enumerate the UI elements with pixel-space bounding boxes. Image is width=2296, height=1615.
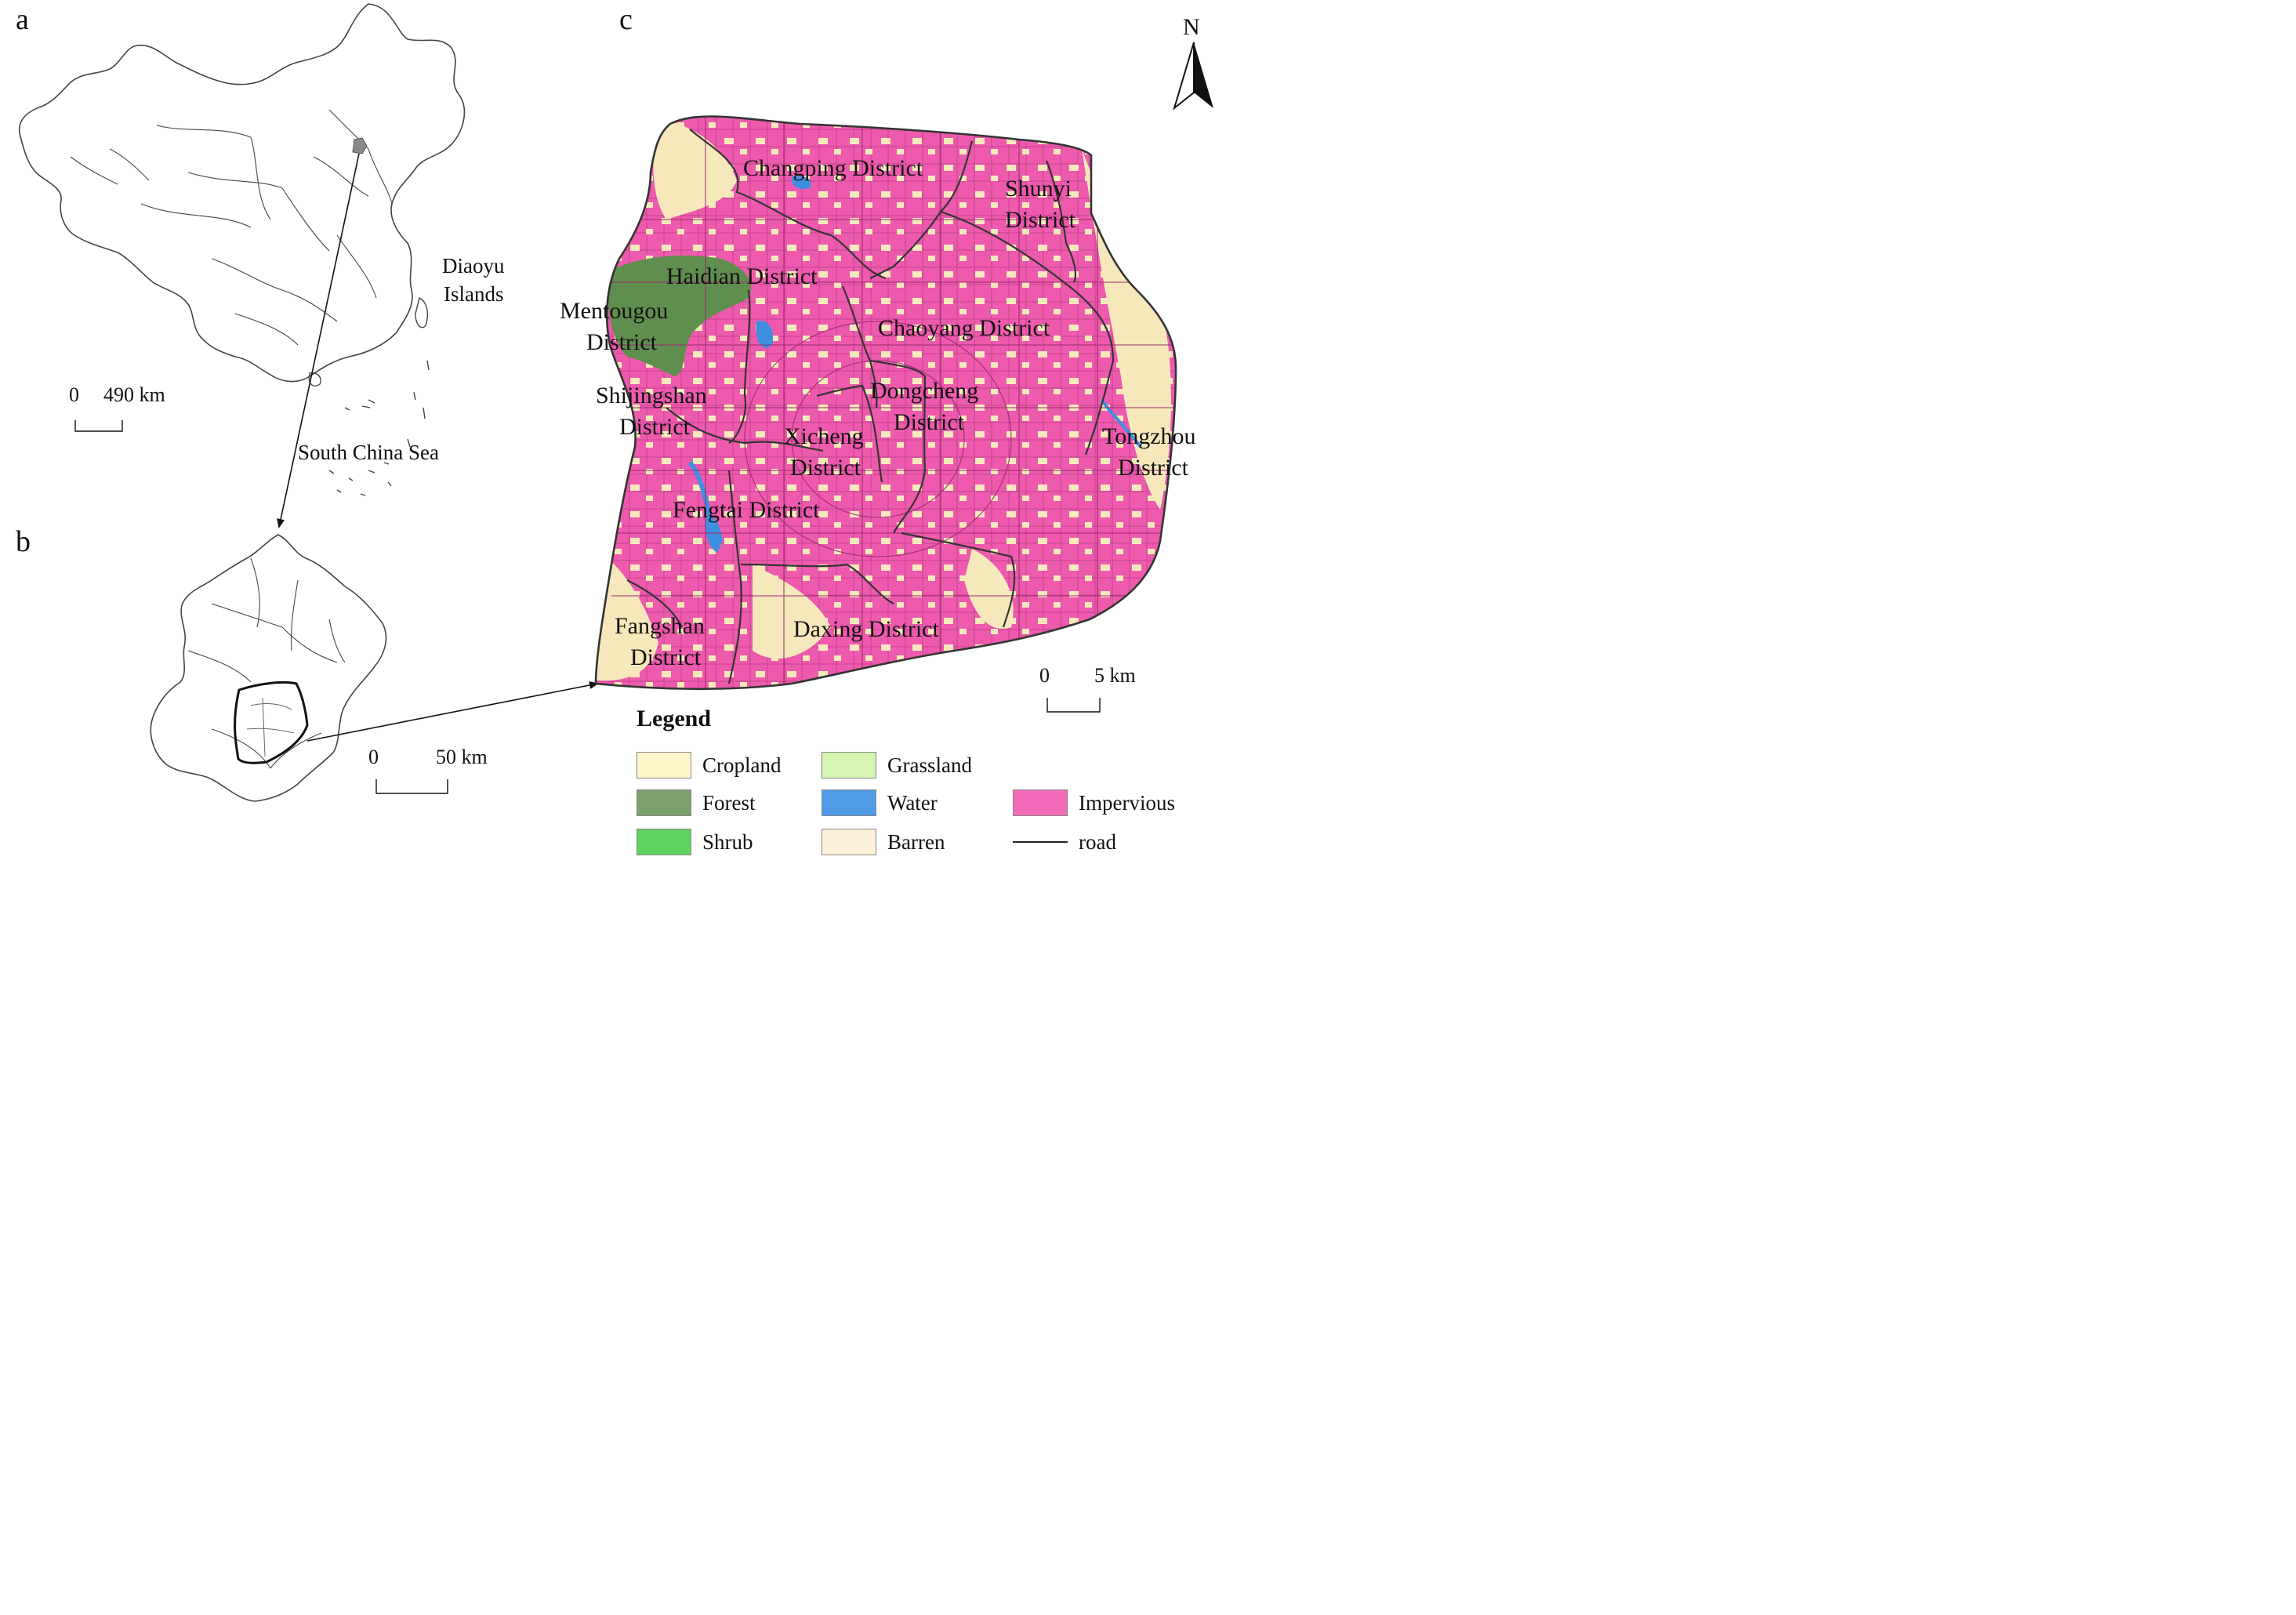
scale-a-zero: 0 [69, 383, 79, 406]
scale-b-zero: 0 [368, 746, 379, 768]
legend-swatch-impervious [1013, 789, 1068, 816]
label-xicheng-2: District [790, 455, 861, 481]
scale-b-value: 50 km [436, 746, 488, 768]
china-outline [19, 3, 466, 383]
panel-label-b: b [16, 525, 31, 558]
legend-label-impervious: Impervious [1079, 790, 1175, 815]
legend-swatch-barren [822, 829, 876, 855]
legend-swatch-shrub [637, 829, 691, 855]
south-china-sea-islands [328, 360, 430, 496]
land-cover-map [596, 116, 1176, 689]
label-fengtai: Fengtai District [673, 497, 820, 523]
label-xicheng-1: Xicheng [784, 423, 864, 449]
label-fangshan-1: Fangshan [615, 613, 705, 639]
legend-label-grassland: Grassland [887, 753, 972, 777]
study-area-boundary [594, 115, 1177, 691]
label-haidian: Haidian District [666, 263, 818, 289]
panel-label-a: a [16, 3, 29, 36]
water-bodies [687, 176, 1142, 553]
legend-item-shrub: Shrub [637, 826, 753, 858]
label-diaoyu-line1: Diaoyu [442, 254, 505, 278]
legend-title: Legend [637, 706, 712, 731]
legend-item-water: Water [822, 787, 938, 818]
beijing-location-marker [352, 137, 368, 154]
label-south-china-sea: South China Sea [298, 441, 439, 464]
label-diaoyu-line2: Islands [444, 282, 504, 306]
label-changping: Changping District [743, 155, 923, 181]
hainan-outline [308, 372, 321, 387]
beijing-map [150, 534, 387, 802]
legend-swatch-cropland [637, 752, 691, 778]
label-shijingshan-1: Shijingshan [596, 383, 707, 408]
label-dongcheng-1: Dongcheng [870, 378, 978, 404]
scale-bar-c: 0 5 km [1039, 664, 1136, 713]
label-tongzhou-2: District [1118, 455, 1189, 481]
legend-label-forest: Forest [702, 790, 756, 815]
legend: Legend Cropland Grassland Forest Water I… [633, 706, 1213, 862]
label-dongcheng-2: District [894, 409, 965, 435]
label-chaoyang: Chaoyang District [878, 315, 1050, 341]
district-labels: Changping District Shunyi District Haidi… [560, 155, 1196, 670]
label-shunyi-2: District [1005, 207, 1076, 233]
legend-label-water: Water [887, 790, 938, 815]
label-fangshan-2: District [630, 644, 702, 670]
label-mentougou-2: District [586, 329, 658, 355]
taiwan-outline [415, 296, 429, 328]
forest-area [608, 255, 752, 376]
north-letter: N [1183, 14, 1200, 40]
panel-label-c: c [619, 3, 633, 36]
scale-bar-a: 0 490 km [69, 383, 165, 432]
legend-label-shrub: Shrub [702, 829, 753, 854]
legend-item-road: road [1013, 826, 1116, 858]
study-area-outline-b [234, 680, 309, 764]
legend-item-forest: Forest [637, 787, 756, 818]
scale-bar-b: 0 50 km [368, 746, 488, 794]
legend-label-cropland: Cropland [702, 753, 782, 777]
study-area-inner-b [246, 697, 295, 757]
beijing-outline [150, 534, 387, 802]
north-arrow: N [1173, 14, 1213, 111]
legend-item-grassland: Grassland [822, 749, 972, 781]
province-boundaries [70, 109, 393, 346]
legend-label-barren: Barren [887, 829, 945, 854]
map-canvas: 0 490 km Diaoyu Islands South China Sea … [19, 3, 1213, 802]
legend-item-cropland: Cropland [637, 749, 782, 781]
road-network [611, 118, 1176, 689]
legend-swatch-forest [637, 789, 691, 816]
arrow-a-to-b [277, 153, 360, 528]
label-shijingshan-2: District [619, 414, 691, 440]
beijing-district-boundaries [187, 557, 346, 769]
legend-swatch-water [822, 789, 876, 816]
label-mentougou-1: Mentougou [560, 298, 668, 324]
cropland-patches [596, 116, 1176, 689]
legend-label-road: road [1079, 829, 1116, 854]
district-boundaries [626, 129, 1115, 684]
scale-a-value: 490 km [103, 383, 165, 406]
scale-c-zero: 0 [1039, 664, 1050, 687]
legend-swatch-road [1013, 841, 1068, 843]
arrow-b-to-c [306, 681, 599, 742]
legend-swatch-grassland [822, 752, 876, 778]
label-shunyi-1: Shunyi [1005, 176, 1072, 201]
label-daxing: Daxing District [793, 616, 939, 642]
legend-item-barren: Barren [822, 826, 945, 858]
china-map [19, 3, 466, 496]
scale-c-value: 5 km [1094, 664, 1136, 687]
label-tongzhou-1: Tongzhou [1102, 423, 1196, 449]
legend-item-impervious: Impervious [1013, 787, 1175, 818]
